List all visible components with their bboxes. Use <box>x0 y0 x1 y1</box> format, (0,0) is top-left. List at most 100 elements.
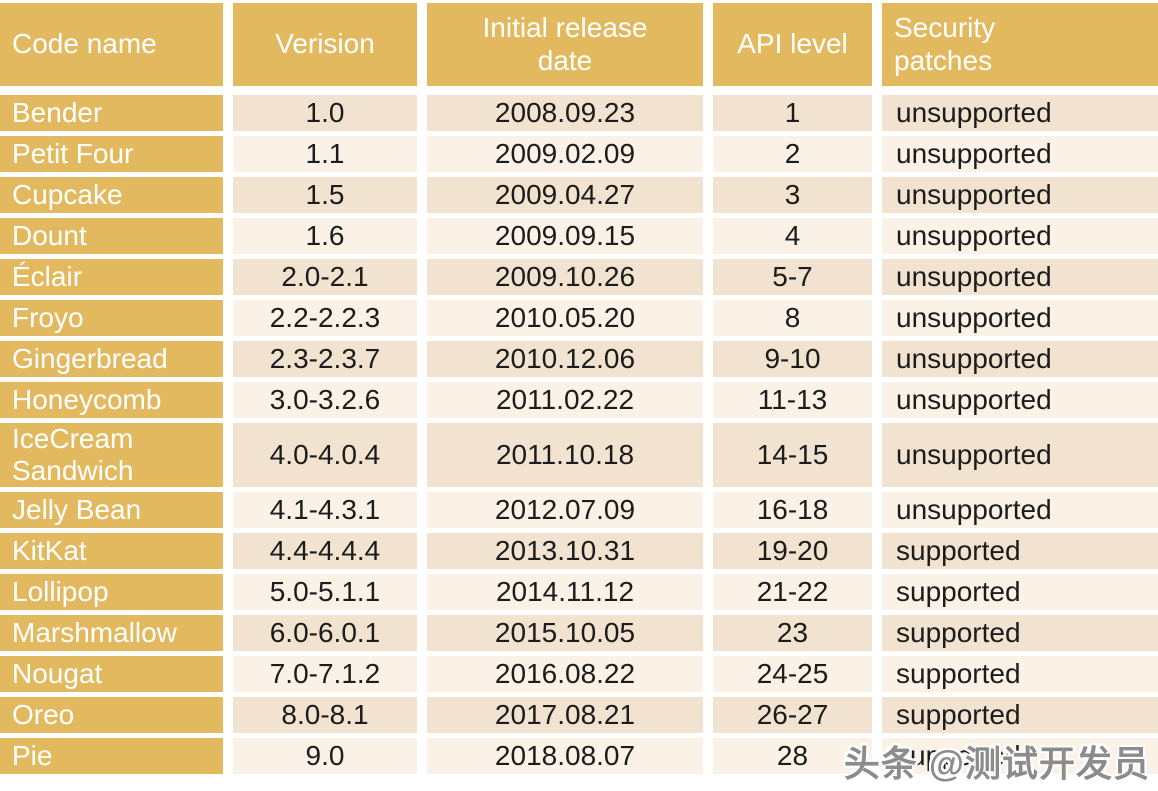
table-row: Marshmallow 6.0-6.0.1 2015.10.05 23 supporte… <box>0 615 1158 657</box>
cell-code-name: Oreo <box>0 697 233 739</box>
cell-api-level: 16-18 <box>713 492 882 534</box>
table-row: Jelly Bean 4.1-4.3.1 2012.07.09 16-18 unsupp… <box>0 492 1158 534</box>
watermark: 头条 @测试开发员 <box>843 743 1150 784</box>
table-row: Oreo 8.0-8.1 2017.08.21 26-27 supported <box>0 697 1158 739</box>
cell-security: supported <box>882 656 1158 698</box>
cell-api-level: 9-10 <box>713 341 882 382</box>
cell-api-level: 11-13 <box>713 382 882 423</box>
cell-code-name: Cupcake <box>0 177 233 218</box>
cell-api-level: 14-15 <box>713 423 882 493</box>
cell-code-name: Pie <box>0 738 233 780</box>
table-row: Petit Four 1.1 2009.02.09 2 unsupported <box>0 136 1158 177</box>
cell-version: 1.1 <box>233 136 427 177</box>
cell-version: 5.0-5.1.1 <box>233 574 427 616</box>
cell-version: 7.0-7.1.2 <box>233 656 427 698</box>
column-header-label: Code name <box>12 28 157 60</box>
cell-security: supported <box>882 574 1158 616</box>
cell-release-date: 2015.10.05 <box>427 615 713 657</box>
cell-release-date: 2016.08.22 <box>427 656 713 698</box>
cell-release-date: 2009.04.27 <box>427 177 713 218</box>
cell-api-level: 1 <box>713 95 882 136</box>
table-row: IceCream Sandwich 4.0-4.0.4 2011.10.18 14-1… <box>0 423 1158 493</box>
cell-security: unsupported <box>882 382 1158 423</box>
cell-code-name: Froyo <box>0 300 233 341</box>
cell-api-level: 2 <box>713 136 882 177</box>
column-header-code-name: Code name <box>0 3 233 95</box>
cell-api-level: 26-27 <box>713 697 882 739</box>
column-header-security: Security patches <box>882 3 1158 95</box>
cell-version: 1.0 <box>233 95 427 136</box>
cell-code-name: Nougat <box>0 656 233 698</box>
cell-security: supported <box>882 738 1158 780</box>
cell-security: unsupported <box>882 259 1158 300</box>
cell-release-date: 2013.10.31 <box>427 533 713 575</box>
cell-code-name: Bender <box>0 95 233 136</box>
cell-version: 4.1-4.3.1 <box>233 492 427 534</box>
cell-security: unsupported <box>882 218 1158 259</box>
cell-release-date: 2009.02.09 <box>427 136 713 177</box>
cell-release-date: 2009.09.15 <box>427 218 713 259</box>
cell-release-date: 2010.05.20 <box>427 300 713 341</box>
cell-release-date: 2009.10.26 <box>427 259 713 300</box>
table-row: Honeycomb 3.0-3.2.6 2011.02.22 11-13 unsuppo… <box>0 382 1158 423</box>
table-header: Code name Verision Initial release date API… <box>0 3 1158 95</box>
cell-api-level: 23 <box>713 615 882 657</box>
cell-api-level: 28 <box>713 738 882 780</box>
cell-version: 2.0-2.1 <box>233 259 427 300</box>
table-row: Éclair 2.0-2.1 2009.10.26 5-7 unsupported <box>0 259 1158 300</box>
cell-version: 9.0 <box>233 738 427 780</box>
cell-release-date: 2017.08.21 <box>427 697 713 739</box>
table-row: Dount 1.6 2009.09.15 4 unsupported <box>0 218 1158 259</box>
column-header-label: Initial release date <box>482 12 648 76</box>
cell-version: 2.2-2.2.3 <box>233 300 427 341</box>
cell-api-level: 21-22 <box>713 574 882 616</box>
android-versions-table: Code name Verision Initial release date API… <box>0 3 1158 780</box>
cell-api-level: 4 <box>713 218 882 259</box>
cell-security: unsupported <box>882 423 1158 493</box>
cell-api-level: 8 <box>713 300 882 341</box>
cell-release-date: 2012.07.09 <box>427 492 713 534</box>
table-row: Bender 1.0 2008.09.23 1 unsupported <box>0 95 1158 136</box>
table-row: Nougat 7.0-7.1.2 2016.08.22 24-25 supported <box>0 656 1158 698</box>
cell-api-level: 19-20 <box>713 533 882 575</box>
cell-code-name: Gingerbread <box>0 341 233 382</box>
cell-code-name: Petit Four <box>0 136 233 177</box>
column-header-label: Security patches <box>894 12 996 76</box>
cell-release-date: 2008.09.23 <box>427 95 713 136</box>
column-header-release-date: Initial release date <box>427 3 713 95</box>
cell-code-name: IceCream Sandwich <box>0 423 233 493</box>
cell-security: unsupported <box>882 177 1158 218</box>
table-row: Cupcake 1.5 2009.04.27 3 unsupported <box>0 177 1158 218</box>
cell-security: unsupported <box>882 492 1158 534</box>
cell-security: supported <box>882 533 1158 575</box>
cell-security: unsupported <box>882 341 1158 382</box>
cell-version: 4.4-4.4.4 <box>233 533 427 575</box>
cell-release-date: 2011.10.18 <box>427 423 713 493</box>
column-header-label: Verision <box>275 28 375 60</box>
cell-security: unsupported <box>882 136 1158 177</box>
cell-release-date: 2018.08.07 <box>427 738 713 780</box>
cell-code-name: Marshmallow <box>0 615 233 657</box>
table-body: Bender 1.0 2008.09.23 1 unsupported Petit Fou… <box>0 95 1158 780</box>
cell-version: 1.5 <box>233 177 427 218</box>
column-header-label: API level <box>737 28 848 60</box>
cell-code-name: Lollipop <box>0 574 233 616</box>
cell-code-name: Éclair <box>0 259 233 300</box>
cell-release-date: 2010.12.06 <box>427 341 713 382</box>
cell-security: unsupported <box>882 300 1158 341</box>
table-row: Pie 9.0 2018.08.07 28 supported <box>0 738 1158 780</box>
table-row: KitKat 4.4-4.4.4 2013.10.31 19-20 supported <box>0 533 1158 575</box>
table-row: Froyo 2.2-2.2.3 2010.05.20 8 unsupported <box>0 300 1158 341</box>
cell-version: 2.3-2.3.7 <box>233 341 427 382</box>
cell-code-name: Dount <box>0 218 233 259</box>
cell-version: 6.0-6.0.1 <box>233 615 427 657</box>
column-header-api-level: API level <box>713 3 882 95</box>
cell-api-level: 24-25 <box>713 656 882 698</box>
table-row: Gingerbread 2.3-2.3.7 2010.12.06 9-10 unsupp… <box>0 341 1158 382</box>
cell-security: supported <box>882 697 1158 739</box>
cell-version: 8.0-8.1 <box>233 697 427 739</box>
column-header-version: Verision <box>233 3 427 95</box>
cell-code-name: Jelly Bean <box>0 492 233 534</box>
cell-release-date: 2014.11.12 <box>427 574 713 616</box>
